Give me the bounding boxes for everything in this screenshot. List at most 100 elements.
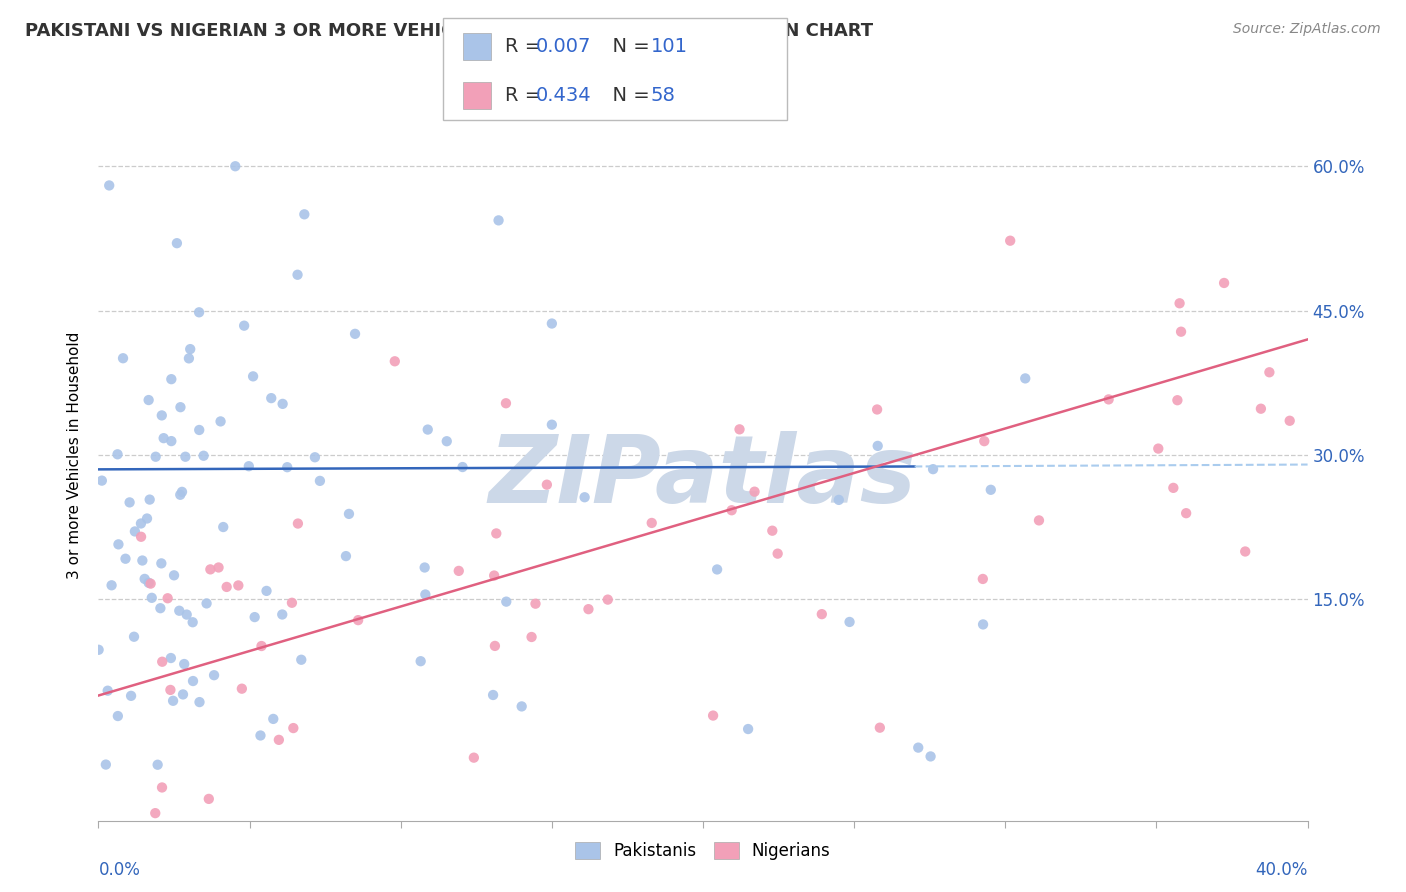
Point	[97, 683, 120, 698]
Point	[287, 516, 309, 531]
Point	[260, 391, 283, 405]
Point	[1278, 414, 1301, 428]
Point	[159, 682, 181, 697]
Point	[160, 651, 183, 665]
Point	[761, 524, 783, 538]
Point	[138, 492, 160, 507]
Point	[193, 449, 215, 463]
Point	[838, 615, 860, 629]
Point	[828, 492, 851, 507]
Point	[188, 423, 211, 437]
Point	[152, 431, 174, 445]
Point	[696, 840, 718, 855]
Point	[162, 694, 184, 708]
Point	[179, 342, 201, 356]
Point	[1098, 392, 1121, 407]
Point	[304, 450, 326, 465]
Point	[574, 490, 596, 504]
Point	[143, 806, 166, 821]
Point	[100, 578, 122, 592]
Text: 101: 101	[651, 37, 688, 56]
Point	[413, 560, 436, 574]
Point	[200, 562, 222, 576]
Point	[150, 409, 173, 423]
Point	[170, 484, 193, 499]
Point	[224, 159, 246, 173]
Point	[463, 750, 485, 764]
Point	[283, 721, 305, 735]
Point	[169, 488, 191, 502]
Point	[256, 583, 278, 598]
Point	[290, 653, 312, 667]
Point	[242, 369, 264, 384]
Point	[160, 434, 183, 449]
Point	[163, 568, 186, 582]
Point	[766, 547, 789, 561]
Point	[198, 792, 221, 806]
Point	[384, 354, 406, 368]
Point	[114, 551, 136, 566]
Point	[540, 417, 562, 432]
Point	[292, 207, 315, 221]
Point	[112, 351, 135, 366]
Point	[166, 236, 188, 251]
Point	[907, 740, 929, 755]
Point	[129, 530, 152, 544]
Point	[249, 729, 271, 743]
Point	[540, 317, 562, 331]
Point	[231, 681, 253, 696]
Point	[188, 695, 211, 709]
Point	[287, 268, 309, 282]
Point	[536, 477, 558, 491]
Point	[107, 537, 129, 551]
Point	[195, 596, 218, 610]
Point	[972, 617, 994, 632]
Legend: Pakistanis, Nigerians: Pakistanis, Nigerians	[569, 836, 837, 867]
Point	[744, 484, 766, 499]
Point	[520, 630, 543, 644]
Point	[335, 549, 357, 563]
Point	[150, 780, 173, 795]
Point	[920, 749, 942, 764]
Point	[90, 474, 112, 488]
Point	[129, 516, 152, 531]
Point	[172, 687, 194, 701]
Point	[122, 630, 145, 644]
Point	[228, 578, 250, 592]
Text: N =: N =	[600, 86, 657, 105]
Point	[271, 607, 294, 622]
Text: 58: 58	[651, 86, 676, 105]
Point	[641, 516, 664, 530]
Text: Source: ZipAtlas.com: Source: ZipAtlas.com	[1233, 22, 1381, 37]
Point	[344, 326, 367, 341]
Point	[176, 607, 198, 622]
Point	[276, 460, 298, 475]
Point	[998, 827, 1021, 841]
Point	[1028, 513, 1050, 527]
Point	[1166, 393, 1188, 408]
Point	[1014, 371, 1036, 385]
Text: R =: R =	[505, 86, 547, 105]
Point	[118, 495, 141, 509]
Point	[485, 526, 508, 541]
Text: 0.434: 0.434	[536, 86, 592, 105]
Point	[866, 439, 889, 453]
Point	[436, 434, 458, 449]
Point	[737, 722, 759, 736]
Point	[173, 657, 195, 671]
Point	[596, 592, 619, 607]
Point	[484, 639, 506, 653]
Point	[238, 459, 260, 474]
Point	[1234, 544, 1257, 558]
Point	[215, 580, 238, 594]
Point	[262, 712, 284, 726]
Point	[202, 668, 225, 682]
Point	[495, 594, 517, 608]
Point	[160, 372, 183, 386]
Point	[138, 575, 160, 590]
Point	[120, 689, 142, 703]
Point	[131, 553, 153, 567]
Point	[524, 597, 547, 611]
Point	[107, 709, 129, 723]
Text: R =: R =	[505, 37, 547, 56]
